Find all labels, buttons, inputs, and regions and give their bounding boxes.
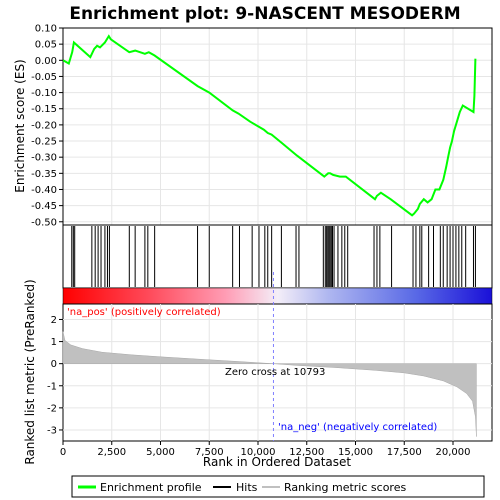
hits-panel-frame [62,224,493,289]
legend-metric-label: Ranking metric scores [284,481,406,494]
metric-tick-label: 0 [51,359,57,370]
es-tick-label: -0.15 [31,104,57,115]
negative-label: 'na_neg' (negatively correlated) [278,422,437,433]
es-tick-label: -0.30 [31,153,57,164]
positive-label: 'na_pos' (positively correlated) [67,307,221,318]
metric-axis-label: Ranked list metric (PreRanked) [23,279,37,464]
x-tick-label: 17,500 [387,447,422,458]
es-tick-label: 0.05 [35,40,57,51]
hits-marks [71,226,476,287]
metric-axis: 2 1 0 -1 -2 -3 [47,315,63,436]
es-tick-label: 0.00 [35,56,57,67]
metric-tick-label: 1 [51,337,57,348]
es-tick-label: -0.05 [31,72,57,83]
enrichment-profile-line [62,34,477,217]
rank-color-bar [62,287,493,305]
metric-tick-label: 2 [51,315,57,326]
zero-cross-label: Zero cross at 10793 [225,367,325,378]
x-axis: 0 2,500 5,000 7,500 10,000 12,500 15,000 17,500… [60,441,471,458]
es-x-grid [111,28,454,225]
es-panel-frame [62,27,493,226]
es-tick-label: -0.20 [31,120,57,131]
metric-panel-frame [62,303,493,442]
es-tick-label: -0.45 [31,201,57,212]
es-tick-label: -0.50 [31,217,57,228]
ranking-metric-area [62,331,477,437]
chart-title: Enrichment plot: 9-NASCENT MESODERM [69,4,460,24]
metric-tick-label: -1 [47,381,57,392]
x-axis-label: Rank in Ordered Dataset [203,455,351,469]
x-tick-label: 12,500 [289,447,324,458]
x-tick-label: 10,000 [241,447,276,458]
es-grid [63,27,492,223]
x-tick-label: 20,000 [436,447,471,458]
es-tick-label: -0.10 [31,88,57,99]
es-tick-label: -0.25 [31,137,57,148]
legend-es-label: Enrichment profile [100,481,202,494]
es-axis: 0.10 0.05 0.00 -0.05 -0.10 -0.15 -0.20 -0.25 -0.… [31,24,63,228]
x-tick-label: 0 [60,447,66,458]
x-tick-label: 7,500 [195,447,224,458]
es-tick-label: -0.40 [31,185,57,196]
legend-hits-label: Hits [236,481,258,494]
metric-tick-label: -2 [47,403,57,414]
x-tick-label: 5,000 [146,447,175,458]
es-axis-label: Enrichment score (ES) [13,59,27,192]
es-tick-label: 0.10 [35,24,57,35]
es-tick-label: -0.35 [31,169,57,180]
metric-tick-label: -3 [47,425,57,436]
x-tick-label: 15,000 [338,447,373,458]
x-tick-label: 2,500 [97,447,126,458]
